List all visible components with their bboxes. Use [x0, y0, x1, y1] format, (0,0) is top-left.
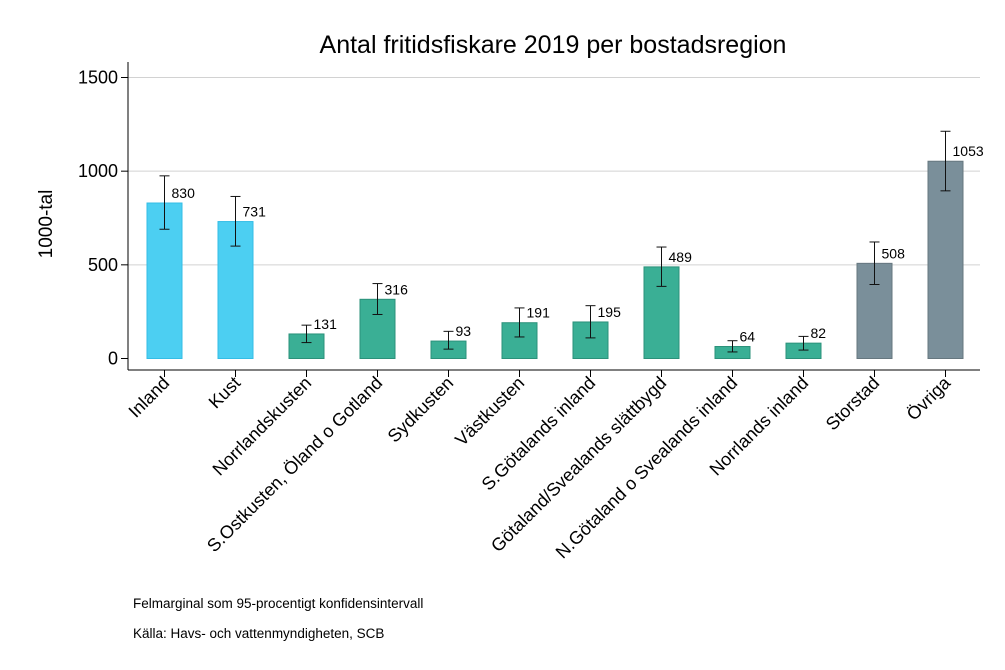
y-tick-label: 1500: [78, 68, 118, 88]
data-label: 82: [811, 325, 827, 341]
x-tick-label: Kust: [205, 373, 245, 413]
data-label: 191: [527, 305, 551, 321]
x-tick-label: Inland: [125, 373, 174, 422]
x-tick-label: Övriga: [903, 372, 955, 424]
bar: [927, 160, 964, 359]
data-label: 508: [882, 245, 906, 261]
data-label: 830: [172, 185, 196, 201]
data-label: 195: [598, 304, 622, 320]
data-label: 731: [243, 204, 267, 220]
x-tick-label: Västkusten: [451, 373, 528, 450]
x-tick-label: Storstad: [822, 373, 884, 435]
data-label: 131: [314, 316, 338, 332]
data-label: 1053: [953, 143, 984, 159]
labels-layer: 050010001500830Inland731Kust131Norrlands…: [78, 68, 984, 563]
y-axis-label: 1000-tal: [36, 190, 57, 259]
data-label: 316: [385, 281, 409, 297]
source-note: Källa: Havs- och vattenmyndigheten, SCB: [133, 626, 385, 641]
data-label: 489: [669, 249, 693, 265]
axes-layer: [121, 62, 980, 377]
y-tick-label: 0: [108, 349, 118, 369]
error-margin-note: Felmarginal som 95-procentigt konfidensi…: [133, 596, 424, 611]
chart-title: Antal fritidsfiskare 2019 per bostadsreg…: [320, 31, 787, 59]
bars-layer: [146, 130, 964, 360]
y-tick-label: 500: [88, 255, 118, 275]
grid-layer: [128, 77, 980, 266]
x-tick-label: Sydkusten: [384, 373, 458, 447]
y-tick-label: 1000: [78, 161, 118, 181]
data-label: 64: [740, 329, 756, 345]
data-label: 93: [456, 323, 472, 339]
